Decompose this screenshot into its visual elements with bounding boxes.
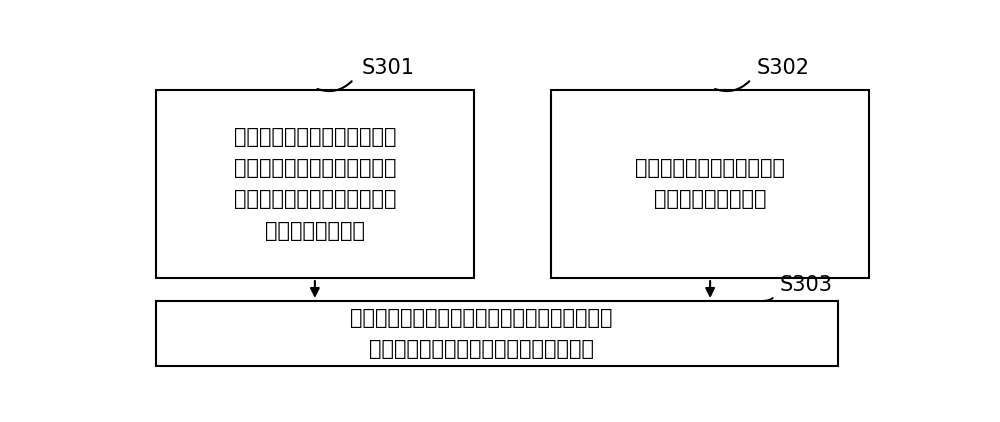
FancyBboxPatch shape: [156, 301, 838, 366]
Text: S301: S301: [361, 58, 414, 78]
Text: S302: S302: [757, 58, 810, 78]
Text: 确定出预设时间段内接收到
的多个第一净空距离: 确定出预设时间段内接收到 的多个第一净空距离: [635, 158, 785, 209]
Text: 根据多个运动轨迹和多个第一净空距离，确定出
净空区域的图像中实际塔架参照点的位置: 根据多个运动轨迹和多个第一净空距离，确定出 净空区域的图像中实际塔架参照点的位置: [350, 308, 613, 359]
Text: S303: S303: [780, 275, 833, 295]
FancyBboxPatch shape: [156, 89, 474, 278]
Text: 确定出预设时间段内接收到的
净空区域的图像，确定出净空
区域的图像中叶片图形中的叶
尖的多条运动轨迹: 确定出预设时间段内接收到的 净空区域的图像，确定出净空 区域的图像中叶片图形中的…: [234, 127, 396, 241]
FancyBboxPatch shape: [551, 89, 869, 278]
